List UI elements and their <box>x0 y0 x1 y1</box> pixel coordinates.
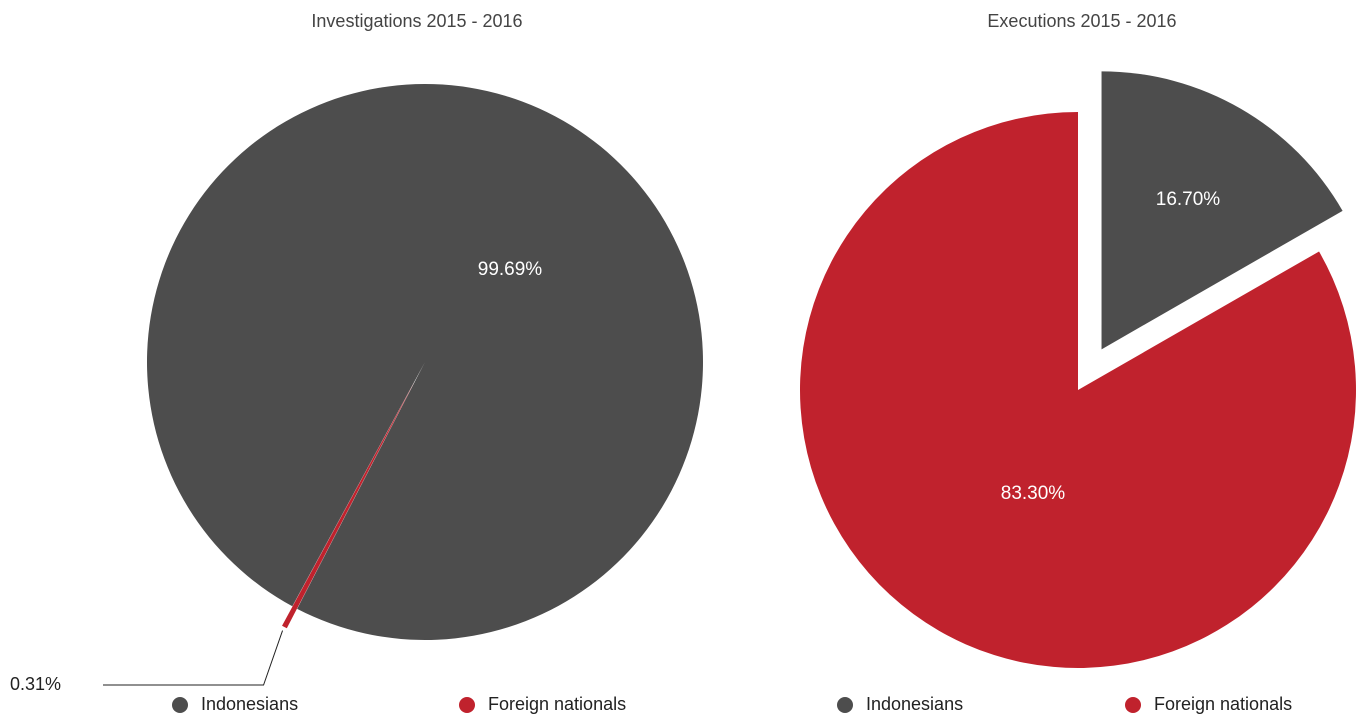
chart-title: Investigations 2015 - 2016 <box>311 11 522 31</box>
data-label: 99.69% <box>478 259 543 280</box>
legend-marker <box>837 697 853 713</box>
legend-marker <box>459 697 475 713</box>
legend-marker <box>1125 697 1141 713</box>
data-label: 0.31% <box>10 674 61 694</box>
pie-slice <box>800 112 1356 669</box>
leader-line <box>103 630 284 686</box>
pie-slice <box>282 381 415 629</box>
legend-label: Foreign nationals <box>1154 694 1292 714</box>
legend-label: Indonesians <box>201 694 298 714</box>
pie-slice <box>1101 71 1343 350</box>
pie-slice <box>146 83 703 640</box>
legend-label: Foreign nationals <box>488 694 626 714</box>
legend-marker <box>172 697 188 713</box>
chart-title: Executions 2015 - 2016 <box>987 11 1176 31</box>
data-label: 16.70% <box>1156 189 1221 210</box>
data-label: 83.30% <box>1001 483 1066 504</box>
legend-label: Indonesians <box>866 694 963 714</box>
